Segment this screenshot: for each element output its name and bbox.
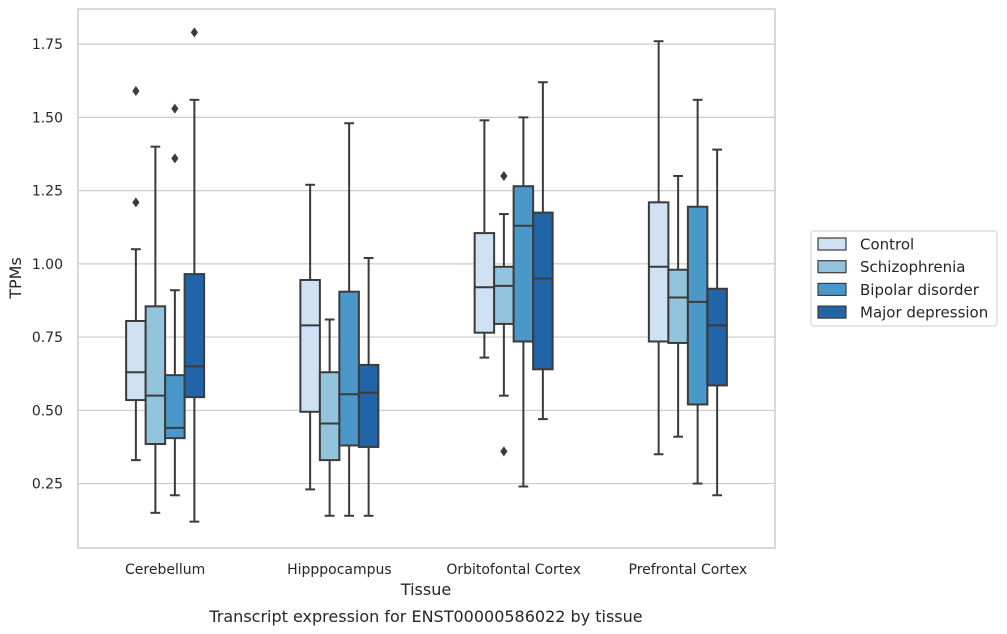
- legend-swatch: [817, 305, 847, 319]
- legend-swatch: [817, 260, 847, 274]
- legend-frame: [810, 230, 998, 327]
- box-schizophrenia: [493, 170, 515, 457]
- iqr-box: [667, 268, 689, 344]
- iqr-box: [164, 374, 186, 440]
- legend-label: Schizophrenia: [860, 258, 965, 276]
- iqr-box: [473, 232, 496, 334]
- plot-frame: [77, 8, 776, 549]
- iqr-box: [706, 287, 728, 387]
- outlier-point: [171, 103, 179, 114]
- y-axis-ticks: 0.25 0.50 0.75 1.00 1.25 1.50 1.75: [32, 37, 63, 492]
- legend-swatch: [817, 282, 847, 296]
- box-bipolar-disorder: [686, 98, 709, 485]
- legend-swatch: [817, 237, 847, 251]
- outlier-point: [500, 446, 508, 457]
- x-tick-label: Prefrontal Cortex: [629, 562, 748, 578]
- x-axis-label: Tissue: [400, 580, 451, 599]
- box-control: [125, 86, 147, 462]
- iqr-box: [125, 319, 147, 402]
- box-schizophrenia: [667, 174, 689, 438]
- y-tick-label: 0.75: [32, 330, 63, 346]
- legend-label: Major depression: [860, 304, 988, 322]
- legend: Control Schizophrenia Bipolar disorder Majo…: [810, 230, 998, 327]
- y-axis-label: TPMs: [6, 257, 25, 300]
- iqr-box: [144, 305, 167, 446]
- x-axis-ticks: Cerebellum Hipppocampus Orbitofontal Corte…: [125, 562, 747, 578]
- iqr-box: [299, 278, 321, 413]
- iqr-box: [512, 185, 535, 343]
- box-major-depression: [532, 81, 554, 421]
- outlier-point: [132, 197, 140, 208]
- box-control: [647, 40, 670, 456]
- iqr-box: [686, 205, 709, 406]
- iqr-box: [493, 265, 515, 325]
- x-tick-label: Hipppocampus: [287, 562, 392, 578]
- box-schizophrenia: [144, 145, 167, 514]
- iqr-box: [318, 371, 341, 462]
- outlier-point: [132, 86, 140, 97]
- iqr-box: [357, 363, 380, 448]
- box-major-depression: [357, 256, 380, 517]
- y-tick-label: 1.50: [32, 110, 63, 126]
- outlier-point: [190, 27, 198, 38]
- y-tick-label: 0.50: [32, 403, 63, 419]
- legend-label: Control: [860, 236, 914, 254]
- chart-caption: Transcript expression for ENST0000058602…: [208, 607, 642, 626]
- box-control: [473, 119, 496, 359]
- box-bipolar-disorder: [164, 103, 186, 497]
- outlier-point: [171, 153, 179, 164]
- y-tick-label: 1.00: [32, 257, 63, 273]
- iqr-box: [647, 201, 670, 343]
- box-bipolar-disorder: [512, 116, 535, 488]
- iqr-box: [338, 290, 360, 447]
- x-tick-label: Cerebellum: [125, 562, 205, 578]
- box-major-depression: [183, 27, 206, 523]
- iqr-box: [183, 273, 206, 399]
- boxes: [125, 27, 728, 523]
- y-tick-label: 1.75: [32, 37, 63, 53]
- legend-label: Bipolar disorder: [860, 281, 980, 299]
- y-tick-label: 1.25: [32, 184, 63, 200]
- box-schizophrenia: [318, 318, 341, 517]
- x-tick-label: Orbitofontal Cortex: [446, 562, 581, 578]
- y-tick-label: 0.25: [32, 477, 63, 493]
- box-bipolar-disorder: [338, 122, 360, 517]
- box-major-depression: [706, 148, 728, 497]
- outlier-point: [500, 170, 508, 181]
- iqr-box: [532, 211, 554, 371]
- box-control: [299, 183, 321, 491]
